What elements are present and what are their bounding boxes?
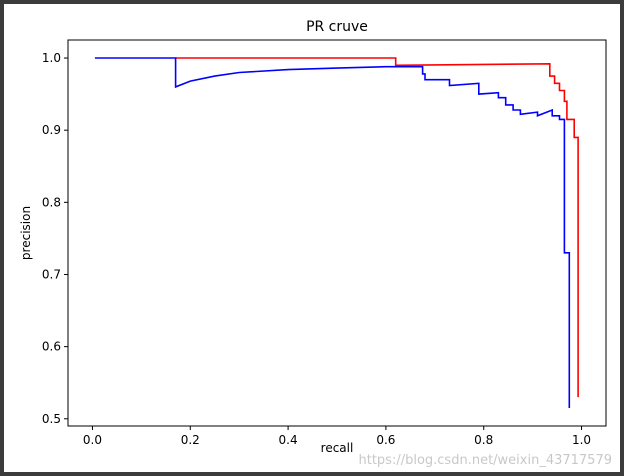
y-axis-ticks: 0.5 0.6 0.7 0.8 0.9 1.0 bbox=[42, 51, 68, 426]
x-axis-label: recall bbox=[321, 441, 354, 455]
x-tick-label: 1.0 bbox=[572, 433, 591, 447]
x-tick-label: 0.4 bbox=[279, 433, 298, 447]
watermark: https://blog.csdn.net/weixin_43717579 bbox=[358, 453, 612, 468]
x-tick-label: 0.0 bbox=[83, 433, 102, 447]
y-tick-label: 0.6 bbox=[42, 340, 61, 354]
x-axis-ticks: 0.0 0.2 0.4 0.6 0.8 1.0 bbox=[83, 426, 591, 447]
series-line-1 bbox=[175, 57, 579, 398]
plot-lines bbox=[94, 57, 579, 408]
chart-title: PR cruve bbox=[306, 19, 368, 35]
x-tick-label: 0.2 bbox=[181, 433, 200, 447]
y-tick-label: 1.0 bbox=[42, 51, 61, 65]
series-line-2 bbox=[94, 57, 571, 408]
y-tick-label: 0.8 bbox=[42, 195, 61, 209]
y-tick-label: 0.7 bbox=[42, 267, 61, 281]
y-tick-label: 0.9 bbox=[42, 123, 61, 137]
y-tick-label: 0.5 bbox=[42, 412, 61, 426]
y-axis-label: precision bbox=[19, 206, 33, 260]
x-tick-label: 0.6 bbox=[376, 433, 395, 447]
figure-canvas bbox=[4, 4, 620, 472]
axes-frame bbox=[67, 39, 607, 427]
x-tick-label: 0.8 bbox=[474, 433, 493, 447]
